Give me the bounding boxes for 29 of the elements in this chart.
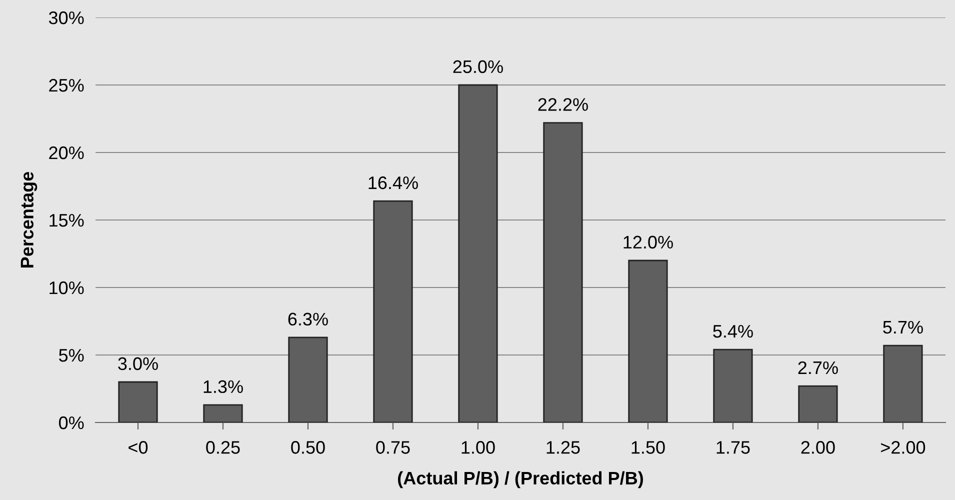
x-axis-title: (Actual P/B) / (Predicted P/B) <box>398 471 643 488</box>
data-label: 6.3% <box>288 312 328 326</box>
data-label: 25.0% <box>453 60 503 74</box>
data-label: 12.0% <box>624 236 673 249</box>
x-tick-label: 2.00 <box>801 441 835 454</box>
data-label: 5.7% <box>883 320 923 334</box>
y-tick-label: 0% <box>59 416 84 430</box>
data-label: 16.4% <box>368 176 418 190</box>
x-tick-label: 1.75 <box>716 441 750 454</box>
x-tick-label: 0.50 <box>291 441 325 454</box>
x-tick-label: 0.25 <box>206 441 240 454</box>
x-tick-label: >2.00 <box>881 441 926 454</box>
data-label: 22.2% <box>538 98 588 111</box>
x-tick-label: 1.25 <box>546 441 580 454</box>
data-label: 1.3% <box>204 380 243 394</box>
data-label: 3.0% <box>118 357 158 370</box>
y-tick-label: 20% <box>49 146 84 160</box>
x-tick-label: 1.50 <box>632 441 665 454</box>
y-tick-label: 15% <box>50 214 84 227</box>
data-label: 2.7% <box>798 361 838 374</box>
y-tick-label: 25% <box>49 78 84 92</box>
y-tick-label: 10% <box>50 281 84 294</box>
y-axis-title: Percentage <box>20 172 38 268</box>
x-tick-label: <0 <box>128 441 148 454</box>
x-tick-label: 0.75 <box>376 441 410 454</box>
y-tick-label: 5% <box>59 349 84 362</box>
y-tick-label: 30% <box>48 11 84 24</box>
data-label: 5.4% <box>713 324 753 338</box>
x-tick-label: 1.00 <box>462 441 495 454</box>
